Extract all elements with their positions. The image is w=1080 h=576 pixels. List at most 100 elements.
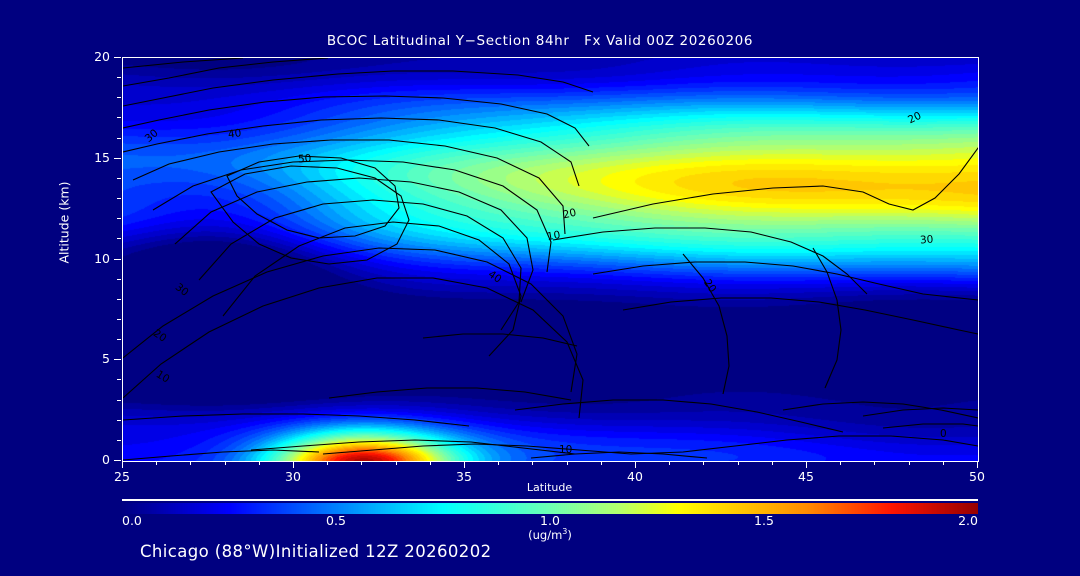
wind-contour-line (682, 253, 730, 395)
colorbar (122, 503, 978, 514)
colorbar-tick-label: 0.5 (326, 513, 346, 528)
contour-value-label: 0 (940, 428, 947, 440)
contour-value-label: 10 (559, 444, 573, 456)
x-axis-tick-label: 45 (798, 469, 814, 484)
x-axis-major-tick (464, 461, 465, 468)
plot-area: 30 40 50 40 30 20 10 20 10 20 20 30 10 0 (122, 57, 979, 462)
wind-contour-line (882, 423, 978, 429)
footer-label: Chicago (88°W)Initialized 12Z 20260202 (140, 542, 492, 561)
wind-contour-line (123, 95, 590, 147)
wind-contour-line (552, 227, 868, 295)
y-axis-minor-tick (117, 279, 121, 280)
contour-value-label: 30 (919, 233, 934, 247)
contour-value-label: 40 (227, 127, 243, 141)
y-axis-tick-label: 15 (94, 149, 110, 165)
y-axis-tick-label: 5 (102, 351, 110, 367)
x-axis-title: Latitude (526, 481, 573, 494)
wind-contour-line (328, 387, 572, 401)
y-axis-minor-tick (117, 178, 121, 179)
wind-contour-line (422, 333, 578, 347)
x-axis-minor-tick (156, 461, 157, 465)
x-axis-minor-tick (225, 461, 226, 465)
wind-contour-line (123, 117, 580, 187)
x-axis-minor-tick (669, 461, 670, 465)
colorbar-tick-label: 1.0 (540, 513, 560, 528)
wind-contour-line (862, 407, 978, 417)
y-axis-minor-tick (117, 198, 121, 199)
x-axis-major-tick (977, 461, 978, 468)
x-axis-major-tick (806, 461, 807, 468)
wind-contour-line (592, 147, 978, 219)
x-axis-major-tick (293, 461, 294, 468)
y-axis-minor-tick (117, 400, 121, 401)
x-axis-minor-tick (703, 461, 704, 465)
y-axis-minor-tick (117, 299, 121, 300)
y-axis-major-tick (114, 259, 121, 260)
x-axis-tick-label: 40 (627, 469, 643, 484)
x-axis-minor-tick (430, 461, 431, 465)
y-axis-major-tick (114, 359, 121, 360)
x-axis-minor-tick (840, 461, 841, 465)
wind-contour-overlay (123, 58, 978, 461)
wind-contour-line (123, 449, 320, 461)
x-axis-minor-tick (738, 461, 739, 465)
wind-contour-line (210, 165, 410, 265)
x-axis-minor-tick (327, 461, 328, 465)
y-axis-minor-tick (117, 117, 121, 118)
y-axis-minor-tick (117, 218, 121, 219)
wind-contour-line (222, 221, 522, 357)
contour-value-label: 50 (297, 152, 312, 166)
y-axis-minor-tick (117, 339, 121, 340)
wind-contour-line (514, 399, 844, 433)
x-axis-tick-label: 30 (285, 469, 301, 484)
colorbar-tick-label: 2.0 (958, 513, 978, 528)
x-axis-tick-label: 35 (456, 469, 472, 484)
x-axis-minor-tick (532, 461, 533, 465)
wind-contour-line (250, 439, 576, 455)
y-axis-tick-label: 20 (94, 49, 110, 64)
x-axis-minor-tick (874, 461, 875, 465)
colorbar-tick-label: 1.5 (754, 513, 774, 528)
wind-contour-line (123, 413, 470, 427)
y-axis-minor-tick (117, 238, 121, 239)
y-axis-tick-label: 0 (102, 452, 110, 467)
wind-contour-line (123, 277, 584, 419)
wind-contour-line (123, 247, 578, 393)
y-axis-minor-tick (117, 97, 121, 98)
wind-contour-line (782, 401, 978, 419)
x-axis-minor-tick (361, 461, 362, 465)
wind-contour-line (123, 58, 329, 87)
x-axis-major-tick (122, 461, 123, 468)
wind-contour-line (622, 297, 978, 335)
y-axis-minor-tick (117, 379, 121, 380)
page-title: BCOC Latitudinal Y−Section 84hr Fx Valid… (326, 33, 754, 49)
wind-contour-line (198, 199, 522, 331)
wind-contour-line (592, 261, 978, 301)
y-axis-minor-tick (117, 440, 121, 441)
wind-contour-line (226, 155, 400, 239)
wind-contour-line (174, 177, 534, 303)
colorbar-rule (122, 499, 978, 501)
x-axis-minor-tick (567, 461, 568, 465)
y-axis-major-tick (114, 158, 121, 159)
y-axis-minor-tick (117, 138, 121, 139)
wind-contour-line (530, 451, 708, 459)
x-axis-minor-tick (259, 461, 260, 465)
x-axis-major-tick (635, 461, 636, 468)
y-axis-minor-tick (117, 77, 121, 78)
x-axis-tick-label: 25 (114, 469, 130, 484)
x-axis-minor-tick (396, 461, 397, 465)
colorbar-units-label: (ug/m3) (528, 527, 572, 542)
contour-value-label: 10 (546, 228, 562, 244)
wind-contour-line (152, 159, 552, 273)
colorbar-tick-label: 0.0 (122, 513, 142, 528)
x-axis-minor-tick (909, 461, 910, 465)
y-axis-title: Altitude (km) (56, 181, 72, 264)
x-axis-minor-tick (190, 461, 191, 465)
wind-contour-line (812, 247, 842, 389)
concentration-heatmap (123, 58, 978, 461)
y-axis-minor-tick (117, 420, 121, 421)
y-axis-major-tick (114, 57, 121, 58)
x-axis-minor-tick (498, 461, 499, 465)
wind-contour-line (123, 58, 244, 69)
